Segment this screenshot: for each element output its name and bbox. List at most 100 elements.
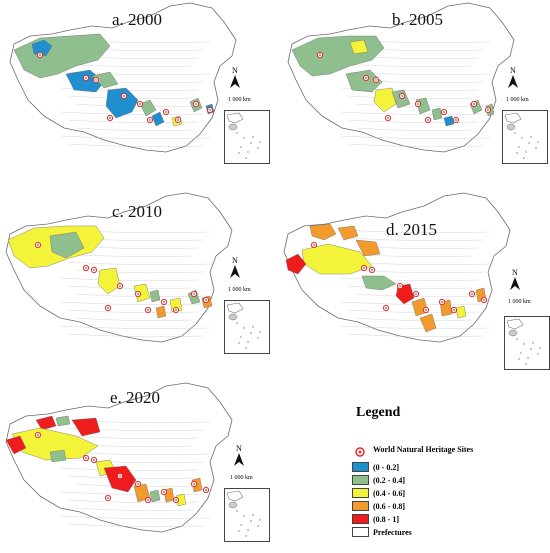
svg-text:N: N: [510, 66, 516, 75]
china-map-2010: [5, 192, 233, 343]
map-panel-2010: c. 2010 N 1 000 km: [0, 190, 275, 370]
heritage-site-dot: [137, 293, 139, 295]
heritage-site-dot: [119, 475, 121, 477]
heritage-site-dot: [417, 103, 419, 105]
inset-map: [226, 112, 261, 159]
prefecture-boundary: [59, 325, 211, 329]
svg-text:N: N: [232, 256, 238, 265]
china-map-2015: [283, 192, 511, 343]
legend-title: Legend: [356, 405, 401, 420]
map-panel-2020: e. 2020 N 1 000 km: [0, 380, 275, 553]
region-class-4: [355, 239, 381, 257]
prefecture-boundary: [59, 111, 205, 115]
heritage-site-icon: [352, 444, 369, 457]
region-class-2: [391, 89, 411, 109]
south-china-sea-inset: [224, 488, 270, 542]
prefecture-boundary: [59, 277, 199, 281]
region-class-5: [71, 417, 101, 437]
region-class-3: [97, 267, 121, 295]
region-class-3: [455, 305, 467, 319]
prefecture-boundary: [347, 237, 485, 241]
heritage-site-dot: [165, 111, 167, 113]
legend-swatch: [352, 462, 369, 472]
region-class-4: [337, 225, 359, 241]
prefecture-boundary: [339, 301, 485, 305]
prefecture-boundary: [75, 507, 193, 511]
heritage-site-dot: [107, 497, 109, 499]
heritage-site-dot: [119, 285, 121, 287]
legend-class-label: (0 - 0.2]: [373, 462, 399, 472]
svg-text:N: N: [232, 66, 238, 75]
legend-swatch: [352, 475, 369, 485]
prefecture-boundary: [67, 261, 211, 265]
prefecture-boundary: [339, 63, 473, 67]
legend-class-row: (0.8 - 1]: [352, 513, 399, 525]
prefecture-boundary: [355, 127, 473, 131]
prefecture-boundary: [347, 119, 479, 123]
heritage-site-dot: [441, 301, 443, 303]
heritage-site-dot: [427, 119, 429, 121]
prefecture-boundary: [347, 95, 473, 99]
inset-map: [226, 302, 261, 349]
legend-class-row: (0.6 - 0.8]: [352, 500, 405, 512]
region-class-4: [155, 305, 167, 319]
heritage-site-dot: [205, 489, 207, 491]
heritage-site-dot: [193, 293, 195, 295]
heritage-site-dot: [107, 307, 109, 309]
legend-site-row: World Natural Heritage Sites: [352, 443, 473, 457]
south-china-sea-inset: [504, 316, 550, 370]
heritage-site-dot: [193, 483, 195, 485]
heritage-site-dot: [443, 111, 445, 113]
prefecture-boundary: [75, 269, 205, 273]
region-class-5: [35, 415, 57, 431]
south-china-sea-inset: [502, 110, 548, 164]
heritage-site-dot: [177, 119, 179, 121]
heritage-site-dot: [109, 117, 111, 119]
heritage-site-dot: [85, 77, 87, 79]
prefecture-boundary: [355, 317, 473, 321]
heritage-site-dot: [39, 54, 41, 56]
heritage-site-dot: [425, 309, 427, 311]
heritage-sites: [34, 241, 210, 314]
heritage-site-dot: [365, 77, 367, 79]
prefecture-boundary: [339, 325, 491, 329]
legend-swatch: [352, 527, 369, 537]
region-class-2: [91, 71, 119, 89]
heritage-site-dot: [453, 309, 455, 311]
svg-text:N: N: [512, 268, 518, 277]
legend-class-label: (0.6 - 0.8]: [373, 501, 405, 511]
region-class-1: [443, 115, 455, 127]
region-class-2: [149, 489, 161, 503]
heritage-site-dot: [147, 309, 149, 311]
prefecture-boundary: [75, 435, 199, 439]
heritage-site-dot: [147, 499, 149, 501]
heritage-site-dot: [149, 119, 151, 121]
heritage-site-dot: [205, 299, 207, 301]
region-class-4: [309, 223, 337, 241]
prefecture-boundary: [67, 119, 199, 123]
scale-bar-label: 1 000 km: [508, 299, 531, 305]
heritage-site-dot: [363, 267, 365, 269]
panel-title: e. 2020: [110, 388, 161, 407]
inset-map: [504, 112, 539, 159]
map-legend: Legend World Natural Heritage Sites (0 -…: [352, 405, 542, 545]
region-class-3: [11, 427, 99, 461]
legend-class-label: (0.2 - 0.4]: [373, 475, 405, 485]
heritage-site-dot: [385, 307, 387, 309]
prefecture-boundary: [355, 269, 485, 273]
heritage-site-dot: [139, 103, 141, 105]
china-map-2005: [287, 2, 515, 153]
legend-class-row: (0.4 - 0.6]: [352, 487, 405, 499]
region-class-2: [431, 107, 443, 121]
svg-text:N: N: [236, 444, 242, 453]
heritage-site-dot: [175, 499, 177, 501]
region-class-2: [49, 449, 67, 463]
region-class-1: [31, 39, 53, 57]
panel-title: d. 2015: [386, 220, 437, 239]
heritage-site-dot: [455, 119, 457, 121]
region-class-5: [5, 435, 27, 455]
china-map-2000: [9, 2, 237, 153]
heritage-site-dot: [163, 491, 165, 493]
china-map-2020: [5, 382, 233, 533]
prefecture-boundary: [75, 127, 193, 131]
